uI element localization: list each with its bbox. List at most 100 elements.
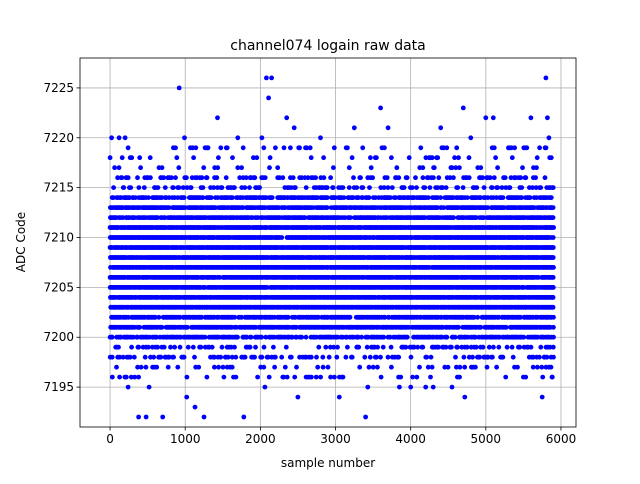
data-point bbox=[294, 365, 299, 370]
data-point bbox=[200, 175, 205, 180]
data-point bbox=[474, 185, 479, 190]
data-point bbox=[389, 345, 394, 350]
data-point bbox=[354, 185, 359, 190]
data-point bbox=[262, 345, 267, 350]
data-point bbox=[436, 345, 441, 350]
data-point bbox=[146, 195, 151, 200]
data-point bbox=[470, 355, 475, 360]
data-point bbox=[451, 175, 456, 180]
data-point bbox=[137, 185, 142, 190]
data-point bbox=[121, 185, 126, 190]
data-point bbox=[129, 155, 134, 160]
data-point bbox=[292, 375, 297, 380]
data-point bbox=[444, 145, 449, 150]
data-point bbox=[218, 355, 223, 360]
data-point bbox=[420, 345, 425, 350]
data-point bbox=[110, 355, 115, 360]
data-point bbox=[205, 375, 210, 380]
data-point bbox=[261, 365, 266, 370]
data-point bbox=[381, 345, 386, 350]
data-point bbox=[171, 185, 176, 190]
data-point bbox=[455, 185, 460, 190]
data-point bbox=[233, 355, 238, 360]
data-point bbox=[126, 175, 131, 180]
data-point bbox=[249, 335, 254, 340]
data-point bbox=[375, 365, 380, 370]
data-point bbox=[475, 315, 480, 320]
data-point bbox=[356, 345, 361, 350]
data-point bbox=[142, 185, 147, 190]
data-point bbox=[168, 345, 173, 350]
data-point bbox=[453, 335, 458, 340]
data-point bbox=[320, 355, 325, 360]
data-point bbox=[156, 185, 161, 190]
data-point bbox=[218, 145, 223, 150]
data-point bbox=[334, 355, 339, 360]
data-point bbox=[314, 355, 319, 360]
data-point bbox=[381, 335, 386, 340]
data-point bbox=[331, 185, 336, 190]
data-point bbox=[418, 145, 423, 150]
data-point bbox=[458, 365, 463, 370]
data-point bbox=[390, 185, 395, 190]
data-point bbox=[112, 165, 117, 170]
data-point bbox=[215, 165, 220, 170]
data-point bbox=[456, 155, 461, 160]
data-point bbox=[252, 175, 257, 180]
data-point bbox=[135, 175, 140, 180]
data-point bbox=[424, 355, 429, 360]
data-point bbox=[386, 355, 391, 360]
data-point bbox=[160, 165, 165, 170]
data-point bbox=[365, 345, 370, 350]
data-point bbox=[117, 375, 122, 380]
data-point bbox=[151, 355, 156, 360]
data-point bbox=[454, 145, 459, 150]
data-point bbox=[341, 185, 346, 190]
data-point bbox=[232, 185, 237, 190]
data-point bbox=[259, 335, 264, 340]
data-point bbox=[173, 175, 178, 180]
data-point bbox=[171, 355, 176, 360]
data-point bbox=[457, 165, 462, 170]
data-point bbox=[192, 355, 197, 360]
data-point bbox=[234, 375, 239, 380]
data-point bbox=[220, 345, 225, 350]
data-point bbox=[155, 345, 160, 350]
data-point bbox=[280, 175, 285, 180]
data-point bbox=[394, 165, 399, 170]
data-point bbox=[428, 185, 433, 190]
data-point bbox=[368, 355, 373, 360]
data-point bbox=[446, 365, 451, 370]
data-point bbox=[410, 375, 415, 380]
data-point bbox=[162, 345, 167, 350]
data-point bbox=[263, 175, 268, 180]
data-point bbox=[321, 365, 326, 370]
data-point bbox=[186, 345, 191, 350]
data-point bbox=[315, 365, 320, 370]
data-point bbox=[368, 155, 373, 160]
data-point bbox=[318, 375, 323, 380]
data-point bbox=[417, 365, 422, 370]
data-point bbox=[473, 365, 478, 370]
data-point bbox=[174, 155, 179, 160]
data-point bbox=[332, 375, 337, 380]
data-point bbox=[235, 335, 240, 340]
data-point bbox=[421, 175, 426, 180]
data-point bbox=[389, 365, 394, 370]
data-point bbox=[138, 165, 143, 170]
data-point bbox=[367, 195, 372, 200]
data-point bbox=[410, 185, 415, 190]
data-point bbox=[428, 375, 433, 380]
data-point bbox=[367, 185, 372, 190]
data-point bbox=[157, 315, 162, 320]
data-point bbox=[267, 165, 272, 170]
data-point bbox=[230, 195, 235, 200]
data-point bbox=[254, 155, 259, 160]
data-point bbox=[176, 165, 181, 170]
data-point bbox=[239, 165, 244, 170]
data-point bbox=[456, 325, 461, 330]
data-point bbox=[241, 145, 246, 150]
data-point bbox=[209, 195, 214, 200]
data-point bbox=[405, 175, 410, 180]
data-point bbox=[191, 155, 196, 160]
